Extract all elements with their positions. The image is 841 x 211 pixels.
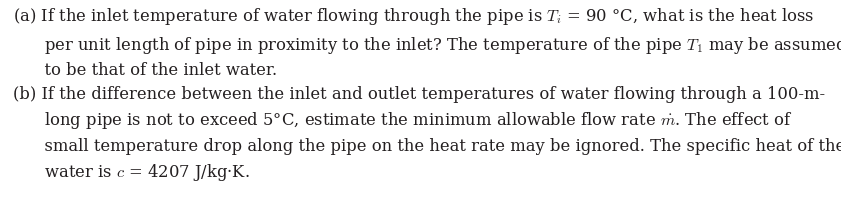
Text: (a) If the inlet temperature of water flowing through the pipe is $T_i$ = 90 °C,: (a) If the inlet temperature of water fl…: [13, 6, 841, 183]
